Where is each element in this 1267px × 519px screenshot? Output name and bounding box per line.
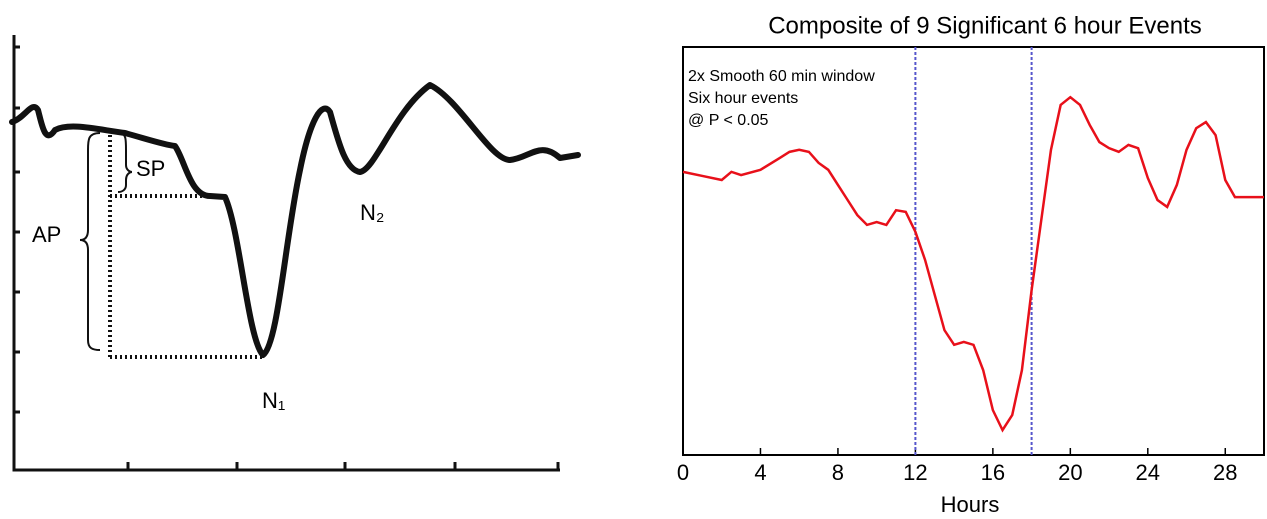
- annotation: Six hour events: [688, 90, 798, 107]
- x-tick-label: 28: [1213, 460, 1237, 485]
- x-axis-label: Hours: [941, 492, 1000, 517]
- label-sp: SP: [136, 156, 165, 181]
- annotation: 2x Smooth 60 min window: [688, 68, 875, 85]
- label-n1: N₁: [262, 388, 285, 413]
- brackets: [79, 132, 133, 351]
- axis-ticks: [14, 45, 560, 470]
- x-tick-label: 16: [981, 460, 1005, 485]
- x-tick-label: 4: [754, 460, 766, 485]
- annotation: @ P < 0.05: [688, 112, 769, 129]
- label-n2: N₂: [360, 200, 384, 225]
- label-ap: AP: [32, 222, 61, 247]
- x-tick-label: 24: [1136, 460, 1160, 485]
- data-line: [682, 95, 1264, 433]
- schematic: AP SP N₂ N₁: [9, 35, 581, 472]
- x-tick-label: 0: [677, 460, 689, 485]
- chart: Composite of 9 Significant 6 hour Events…: [677, 12, 1265, 517]
- wave: [9, 82, 581, 358]
- axes: [12, 35, 560, 472]
- x-tick-label: 8: [832, 460, 844, 485]
- plot-frame: [682, 46, 1265, 456]
- dotted-lines: [108, 130, 262, 359]
- x-tick-label: 20: [1058, 460, 1082, 485]
- x-tick-label: 12: [903, 460, 927, 485]
- chart-title: Composite of 9 Significant 6 hour Events: [768, 12, 1202, 39]
